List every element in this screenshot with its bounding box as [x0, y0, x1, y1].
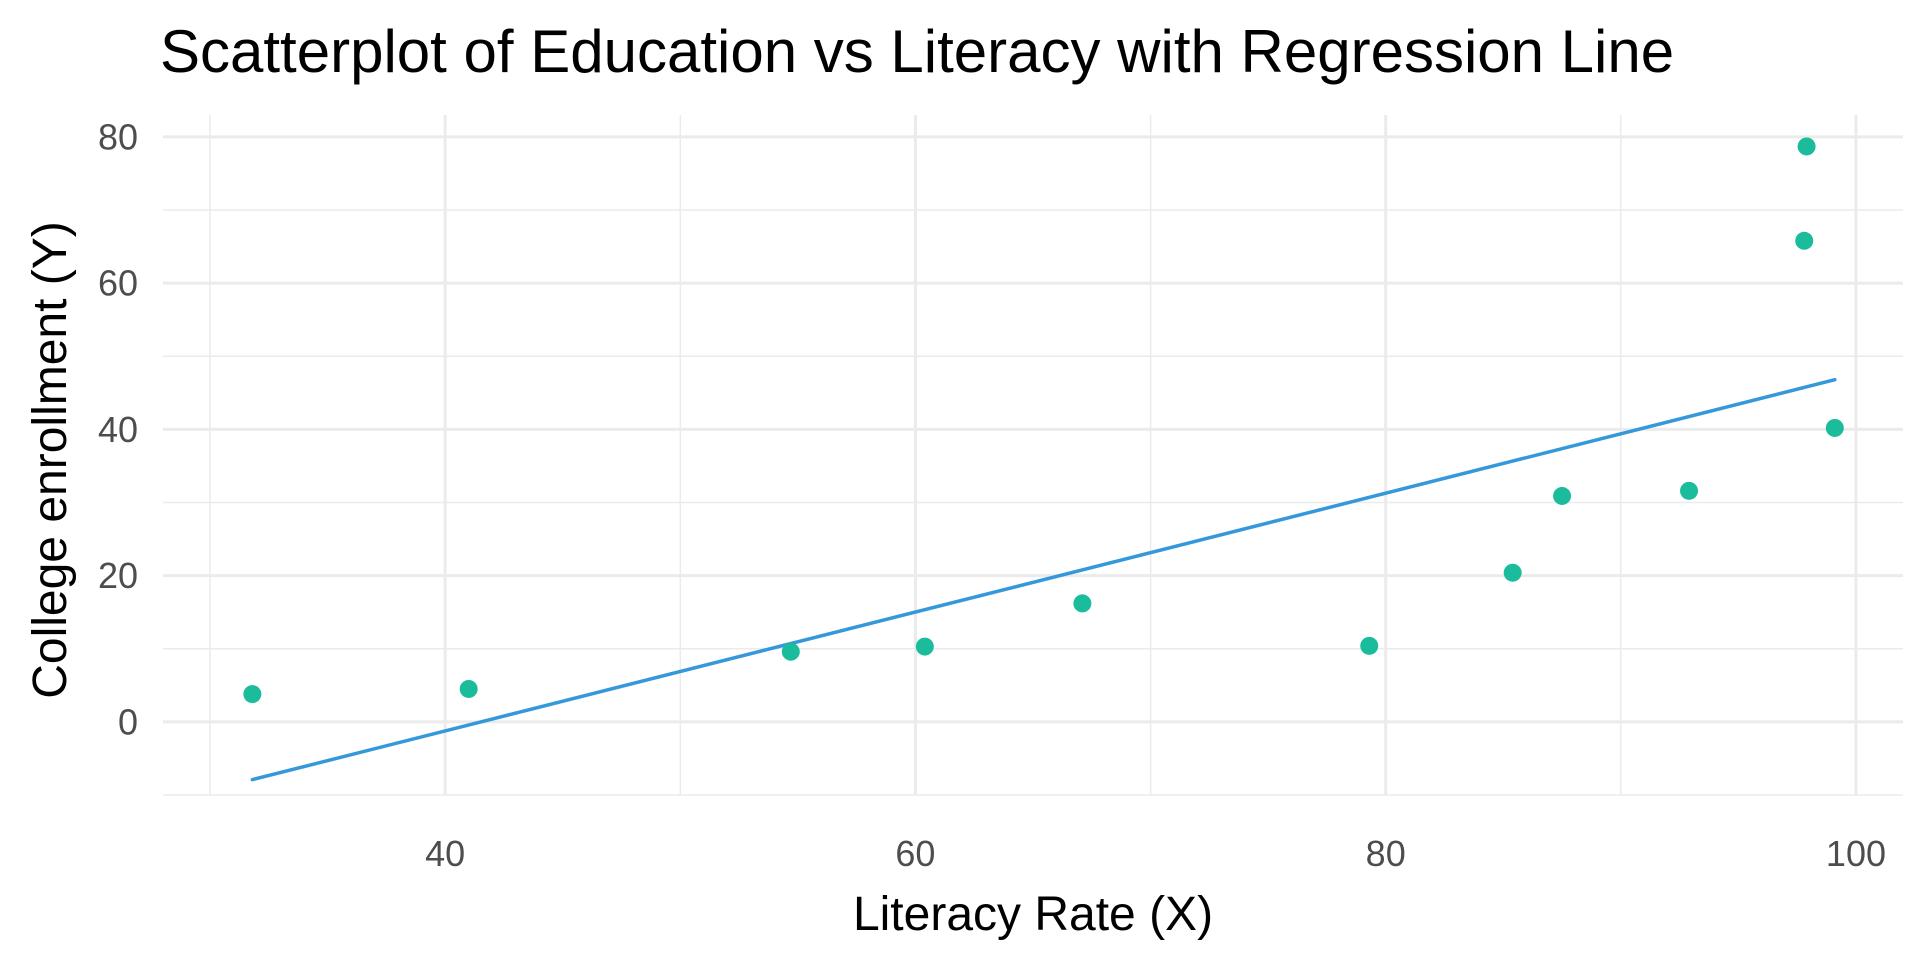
data-point — [1680, 481, 1699, 500]
y-tick-label: 40 — [98, 409, 138, 450]
x-axis-title: Literacy Rate (X) — [853, 888, 1213, 941]
data-point — [1795, 231, 1814, 250]
x-tick-label: 80 — [1366, 833, 1406, 874]
x-tick-label: 100 — [1826, 833, 1886, 874]
x-axis-tick-labels: 40 60 80 100 — [425, 833, 1886, 874]
data-point — [1825, 418, 1844, 437]
data-point — [1073, 594, 1092, 613]
y-tick-label: 60 — [98, 263, 138, 304]
data-point — [459, 679, 478, 698]
data-point — [915, 637, 934, 656]
x-tick-label: 40 — [425, 833, 465, 874]
data-point — [1553, 486, 1572, 505]
data-point — [1797, 137, 1816, 156]
x-tick-label: 60 — [895, 833, 935, 874]
regression-line-layer — [250, 377, 1837, 782]
data-point — [1503, 563, 1522, 582]
y-axis-title: College enrollment (Y) — [24, 221, 77, 699]
data-point — [1360, 636, 1379, 655]
y-tick-label: 80 — [98, 116, 138, 157]
y-tick-label: 20 — [98, 555, 138, 596]
chart-title: Scatterplot of Education vs Literacy wit… — [160, 18, 1674, 85]
data-point — [243, 685, 262, 704]
grid-lines — [163, 115, 1903, 796]
y-axis-tick-labels: 0 20 40 60 80 — [98, 116, 138, 742]
y-tick-label: 0 — [118, 701, 138, 742]
data-points — [243, 137, 1844, 704]
regression-line — [250, 377, 1837, 782]
data-point — [781, 642, 800, 661]
